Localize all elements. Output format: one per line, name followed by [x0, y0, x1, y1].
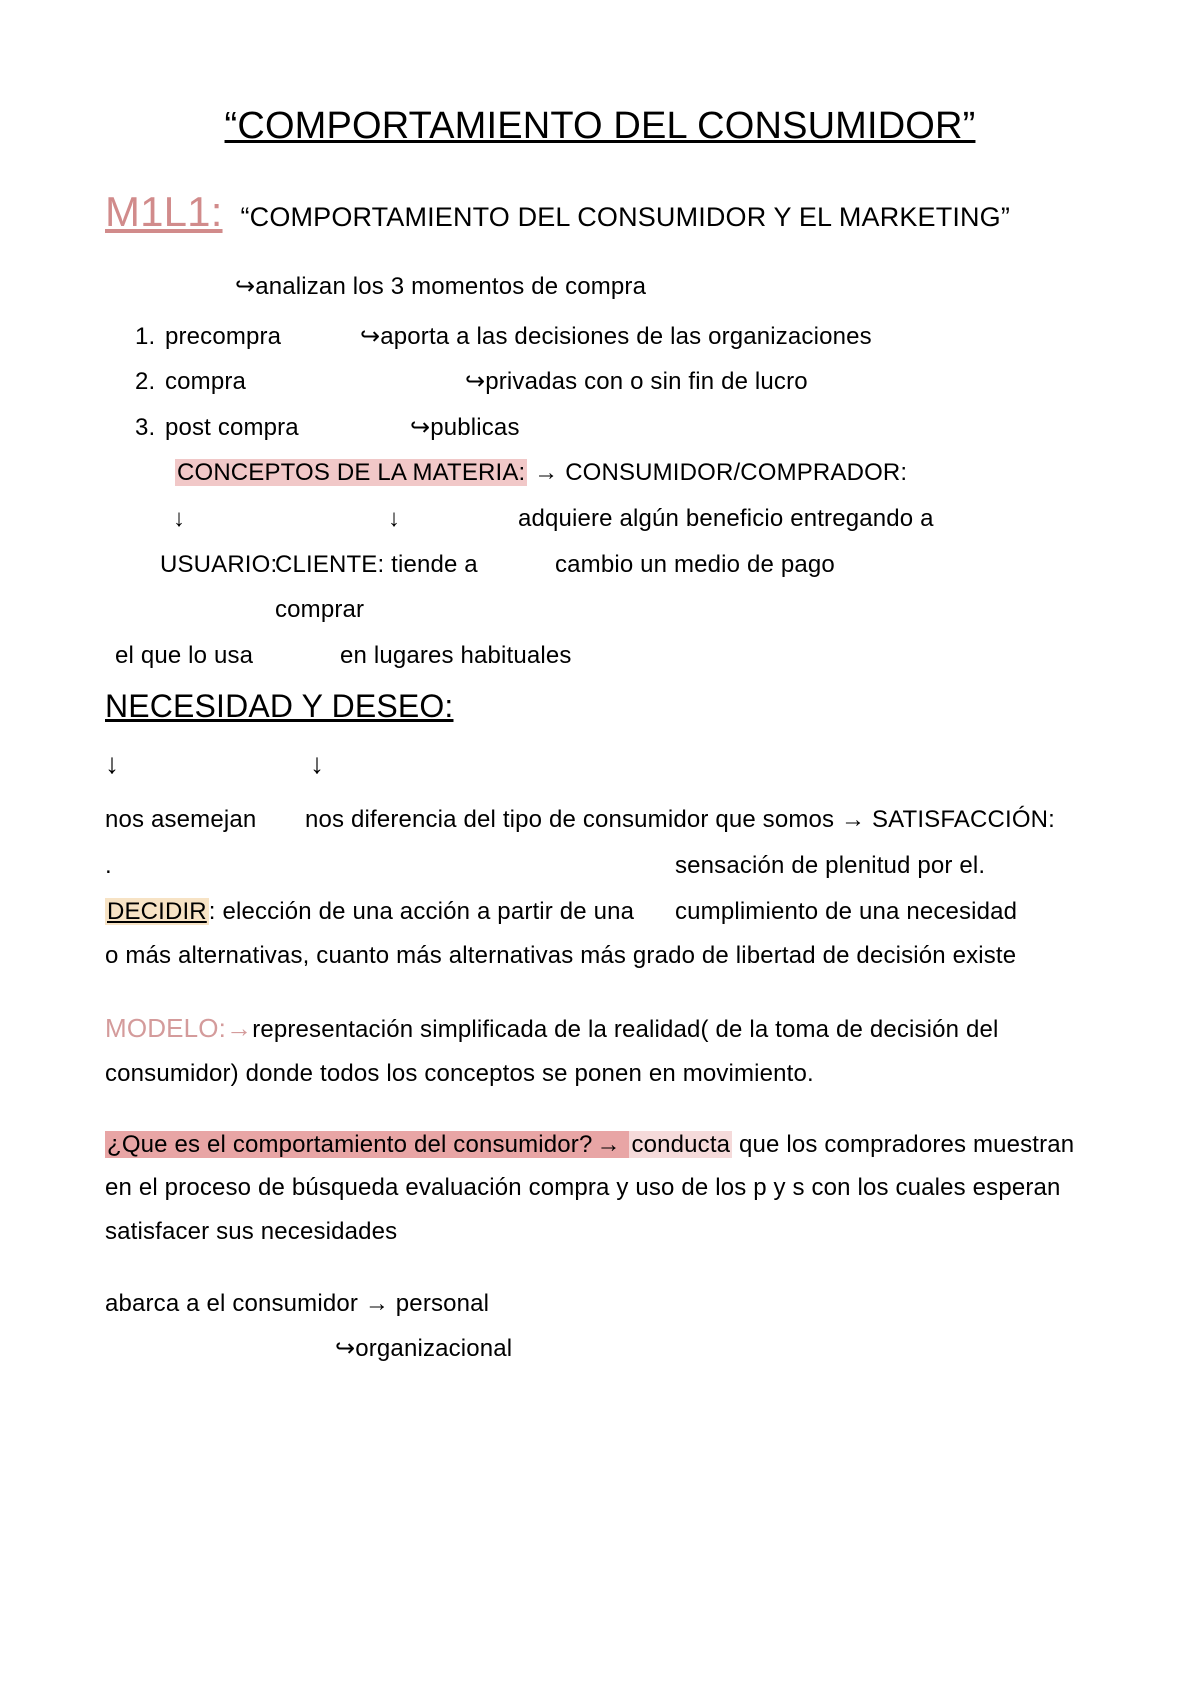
list-item: 2. compra ↪privadas con o sin fin de luc… [135, 359, 1095, 405]
abarca-l2: ↪organizacional [105, 1326, 1095, 1372]
nd-a: nos asemejan [105, 797, 305, 843]
subtitle-text: “COMPORTAMIENTO DEL CONSUMIDOR Y EL MARK… [241, 202, 1010, 233]
list-b: ↪aporta a las decisiones de las organiza… [360, 314, 1095, 360]
right-arrow-icon: → [226, 1013, 252, 1043]
m1l1-code: M1L1: [105, 188, 223, 236]
down-arrow-icon: ↓ [173, 496, 388, 542]
right-arrow-icon: → [594, 1131, 629, 1158]
conceptos-line: CONCEPTOS DE LA MATERIA: → CONSUMIDOR/CO… [135, 450, 1095, 496]
modelo-label: MODELO: [105, 1013, 226, 1043]
momentos-intro: ↪analizan los 3 momentos de compra [105, 264, 1095, 310]
que-es-hl2: conducta [629, 1131, 732, 1158]
page-title: “COMPORTAMIENTO DEL CONSUMIDOR” [105, 105, 1095, 148]
arrows-row: ↓ ↓ adquiere algún beneficio entregando … [105, 496, 1095, 542]
list-b: ↪publicas [360, 405, 1095, 451]
conceptos-right: CONSUMIDOR/COMPRADOR: [565, 459, 907, 486]
conceptos-label: CONCEPTOS DE LA MATERIA: [175, 459, 527, 486]
usuario-row2: el que lo usa en lugares habituales [105, 633, 1095, 679]
nd-line2: . sensación de plenitud por el. [105, 843, 1095, 889]
usuario-b: en lugares habituales [340, 633, 572, 679]
arrows-text: adquiere algún beneficio entregando a [518, 496, 934, 542]
list-num: 1. [135, 314, 165, 360]
list-num: 2. [135, 359, 165, 405]
nd-line1: nos asemejan nos diferencia del tipo de … [105, 797, 1095, 843]
usuario-a: el que lo usa [115, 633, 340, 679]
list-a: compra [165, 359, 360, 405]
down-arrow-icon: ↓ [105, 743, 310, 785]
que-es-para: ¿Que es el comportamiento del consumidor… [105, 1123, 1095, 1253]
nd-b: nos diferencia del tipo de consumidor qu… [305, 797, 1055, 843]
nd-right: sensación de plenitud por el. [675, 843, 985, 889]
down-arrow-icon: ↓ [310, 743, 324, 785]
abarca-l1: abarca a el consumidor → personal [105, 1281, 1095, 1327]
down-arrow-icon: ↓ [388, 496, 518, 542]
list-a: post compra [165, 405, 360, 451]
decidir-label: DECIDIR [105, 898, 209, 925]
necesidad-heading: NECESIDAD Y DESEO: [105, 688, 1095, 725]
list-num: 3. [135, 405, 165, 451]
list-b: ↪privadas con o sin fin de lucro [360, 359, 1095, 405]
cliente-label: CLIENTE: tiende a comprar [275, 542, 555, 633]
decidir-text: : elección de una acción a partir de una [209, 898, 634, 925]
usuario-row: USUARIO: CLIENTE: tiende a comprar cambi… [105, 542, 1095, 633]
usuario-label: USUARIO: [160, 542, 275, 633]
decidir-right: cumplimiento de una necesidad [675, 889, 1017, 935]
nd-arrows: ↓ ↓ [105, 743, 1095, 785]
decidir-line2: o más alternativas, cuanto más alternati… [105, 934, 1095, 977]
list-item: 3. post compra ↪publicas [135, 405, 1095, 451]
nd-dot: . [105, 843, 675, 889]
subtitle-row: M1L1: “COMPORTAMIENTO DEL CONSUMIDOR Y E… [105, 188, 1095, 236]
list-item: 1. precompra ↪aporta a las decisiones de… [135, 314, 1095, 360]
que-es-q: ¿Que es el comportamiento del consumidor… [105, 1131, 594, 1158]
decidir-line: DECIDIR: elección de una acción a partir… [105, 889, 1095, 935]
list-a: precompra [165, 314, 360, 360]
usuario-rest: cambio un medio de pago [555, 542, 835, 633]
modelo-para: MODELO:→representación simplificada de l… [105, 1005, 1095, 1095]
conceptos-arrow: → [527, 459, 565, 486]
